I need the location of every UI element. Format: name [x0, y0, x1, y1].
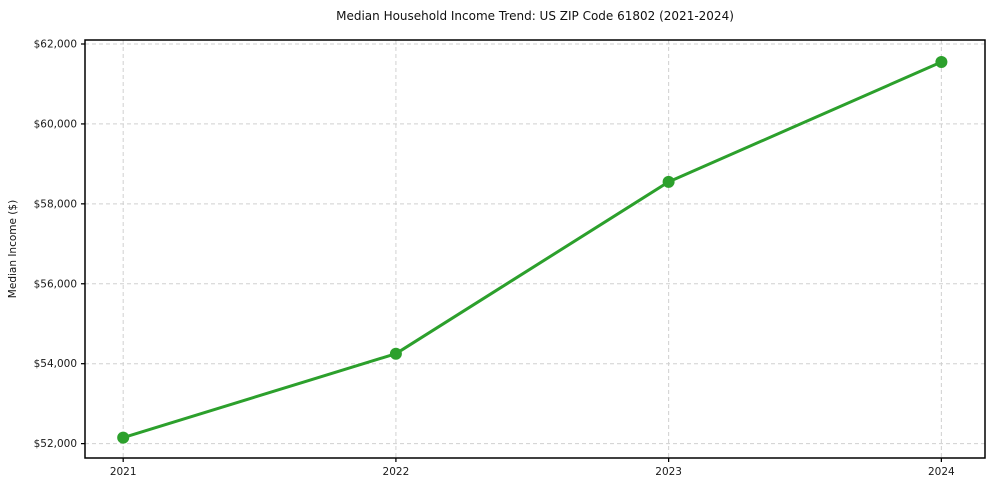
y-tick-label: $60,000: [34, 118, 77, 130]
y-tick-label: $54,000: [34, 358, 77, 370]
y-tick-label: $56,000: [34, 278, 77, 290]
y-tick-label: $62,000: [34, 38, 77, 50]
data-point-marker: [117, 431, 130, 444]
x-tick-label: 2021: [110, 466, 137, 478]
axes-frame: [84, 39, 986, 459]
data-point-marker: [662, 175, 675, 188]
chart-title: Median Household Income Trend: US ZIP Co…: [336, 9, 734, 23]
y-tick-label: $52,000: [34, 438, 77, 450]
x-tick-label: 2023: [655, 466, 682, 478]
x-tick-label: 2022: [383, 466, 410, 478]
x-tick-label: 2024: [928, 466, 955, 478]
data-point-marker: [935, 56, 948, 68]
y-tick-label: $58,000: [34, 198, 77, 210]
data-point-marker: [389, 347, 402, 360]
income-trend-line: [121, 60, 943, 440]
